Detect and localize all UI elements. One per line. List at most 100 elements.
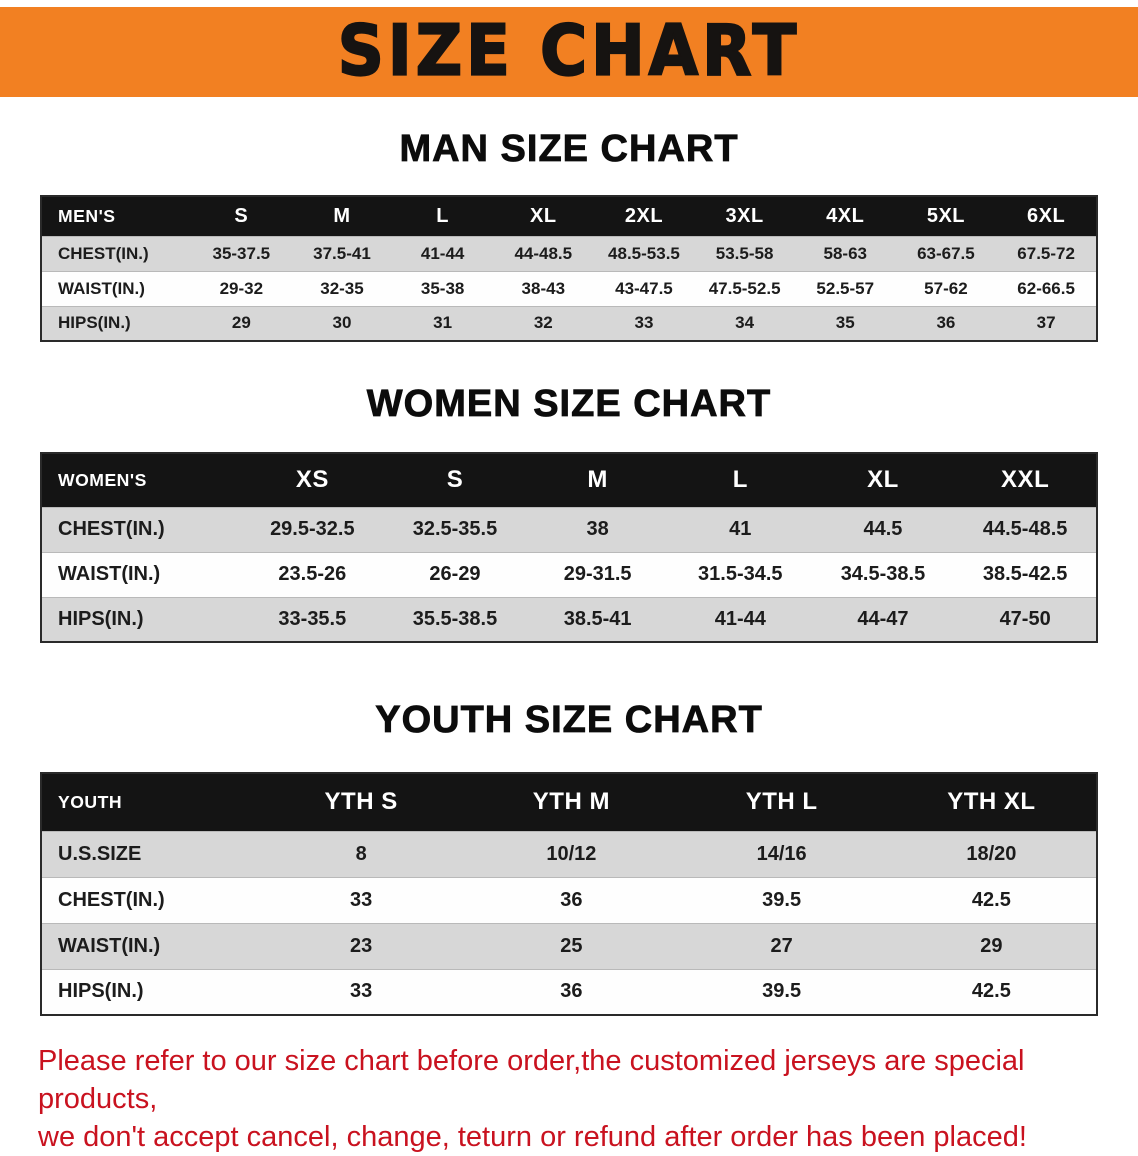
size-value-cell: 32.5-35.5: [383, 506, 527, 552]
size-value-cell: 35-38: [392, 270, 493, 306]
size-value-cell: 35: [794, 305, 896, 341]
youth-size-table: YOUTH YTH S YTH M YTH L YTH XL U.S.SIZE 8 10/12…: [40, 772, 1098, 1016]
size-column-header: XS: [241, 453, 384, 507]
size-column-header: S: [191, 196, 292, 236]
row-label-cell: U.S.SIZE: [41, 830, 256, 877]
size-column-header: M: [291, 196, 393, 236]
size-value-cell: 44.5: [811, 506, 955, 552]
table-row: WAIST(IN.) 29-32 32-35 35-38 38-43 43-47.5 47.…: [41, 270, 1097, 306]
table-row: HIPS(IN.) 29 30 31 32 33 34 35 36 37: [41, 305, 1097, 341]
size-value-cell: 44-48.5: [492, 235, 594, 271]
size-value-cell: 29-32: [191, 270, 292, 306]
size-column-header: XL: [811, 453, 955, 507]
row-label-cell: WAIST(IN.): [41, 270, 191, 306]
size-value-cell: 36: [466, 968, 677, 1015]
size-value-cell: 38-43: [492, 270, 594, 306]
size-column-header: XL: [492, 196, 594, 236]
row-label-cell: CHEST(IN.): [41, 235, 191, 271]
size-value-cell: 44-47: [811, 596, 955, 642]
table-header-row: YOUTH YTH S YTH M YTH L YTH XL: [41, 773, 1097, 831]
size-value-cell: 57-62: [895, 270, 997, 306]
size-column-header: 6XL: [996, 196, 1097, 236]
table-row: CHEST(IN.) 35-37.5 37.5-41 41-44 44-48.5 48.5…: [41, 235, 1097, 271]
size-value-cell: 33: [593, 305, 695, 341]
size-value-cell: 37.5-41: [291, 235, 393, 271]
size-column-header: 5XL: [895, 196, 997, 236]
mens-size-table: MEN'S S M L XL 2XL 3XL 4XL 5XL 6XL CHEST(IN.) 35-37…: [40, 195, 1098, 342]
size-value-cell: 33-35.5: [241, 596, 384, 642]
size-column-header: 2XL: [593, 196, 695, 236]
size-value-cell: 31.5-34.5: [668, 551, 812, 597]
size-value-cell: 30: [291, 305, 393, 341]
row-label-cell: CHEST(IN.): [41, 876, 256, 923]
size-value-cell: 63-67.5: [895, 235, 997, 271]
size-column-header: YTH M: [466, 773, 677, 831]
size-value-cell: 18/20: [886, 830, 1097, 877]
size-value-cell: 41: [668, 506, 812, 552]
size-value-cell: 37: [996, 305, 1097, 341]
size-value-cell: 14/16: [676, 830, 887, 877]
size-value-cell: 42.5: [886, 876, 1097, 923]
size-value-cell: 23.5-26: [241, 551, 384, 597]
row-label-cell: HIPS(IN.): [41, 596, 241, 642]
size-chart-title: SIZE CHART: [337, 11, 801, 93]
size-column-header: YTH L: [676, 773, 887, 831]
size-value-cell: 29-31.5: [526, 551, 669, 597]
size-value-cell: 39.5: [676, 968, 887, 1015]
size-value-cell: 38.5-42.5: [954, 551, 1097, 597]
size-value-cell: 32: [492, 305, 594, 341]
size-value-cell: 33: [256, 968, 467, 1015]
size-value-cell: 47.5-52.5: [694, 270, 795, 306]
size-value-cell: 53.5-58: [694, 235, 795, 271]
size-value-cell: 25: [466, 922, 677, 969]
size-value-cell: 38.5-41: [526, 596, 669, 642]
man-size-chart-heading: MAN SIZE CHART: [399, 128, 739, 171]
size-value-cell: 38: [526, 506, 669, 552]
size-column-header: S: [383, 453, 527, 507]
size-column-header: 3XL: [694, 196, 795, 236]
size-column-header: L: [668, 453, 812, 507]
table-row: CHEST(IN.) 33 36 39.5 42.5: [41, 876, 1097, 923]
size-column-header: YTH S: [256, 773, 467, 831]
size-value-cell: 29: [191, 305, 292, 341]
size-value-cell: 33: [256, 876, 467, 923]
size-value-cell: 31: [392, 305, 493, 341]
size-value-cell: 36: [466, 876, 677, 923]
size-value-cell: 8: [256, 830, 467, 877]
size-value-cell: 29.5-32.5: [241, 506, 384, 552]
size-column-header: 4XL: [794, 196, 896, 236]
size-value-cell: 48.5-53.5: [593, 235, 695, 271]
size-column-header: YTH XL: [886, 773, 1097, 831]
size-value-cell: 67.5-72: [996, 235, 1097, 271]
size-value-cell: 47-50: [954, 596, 1097, 642]
table-row: WAIST(IN.) 23.5-26 26-29 29-31.5 31.5-34.5 34…: [41, 551, 1097, 597]
size-value-cell: 23: [256, 922, 467, 969]
size-value-cell: 44.5-48.5: [954, 506, 1097, 552]
size-value-cell: 58-63: [794, 235, 896, 271]
size-value-cell: 29: [886, 922, 1097, 969]
size-value-cell: 32-35: [291, 270, 393, 306]
size-value-cell: 27: [676, 922, 887, 969]
youth-size-chart-heading: YOUTH SIZE CHART: [375, 699, 763, 742]
table-title-cell: MEN'S: [41, 196, 191, 236]
womens-size-table: WOMEN'S XS S M L XL XXL CHEST(IN.) 29.5-32.5 32.5…: [40, 452, 1098, 643]
row-label-cell: WAIST(IN.): [41, 551, 241, 597]
row-label-cell: WAIST(IN.): [41, 922, 256, 969]
size-value-cell: 41-44: [668, 596, 812, 642]
size-value-cell: 42.5: [886, 968, 1097, 1015]
size-value-cell: 52.5-57: [794, 270, 896, 306]
size-value-cell: 39.5: [676, 876, 887, 923]
row-label-cell: HIPS(IN.): [41, 968, 256, 1015]
table-title-cell: WOMEN'S: [41, 453, 241, 507]
disclaimer-line-1: Please refer to our size chart before or…: [38, 1045, 1025, 1115]
size-value-cell: 34: [694, 305, 795, 341]
table-row: U.S.SIZE 8 10/12 14/16 18/20: [41, 830, 1097, 877]
size-column-header: L: [392, 196, 493, 236]
size-column-header: M: [526, 453, 669, 507]
size-value-cell: 34.5-38.5: [811, 551, 955, 597]
size-value-cell: 35-37.5: [191, 235, 292, 271]
table-row: HIPS(IN.) 33-35.5 35.5-38.5 38.5-41 41-44 44-…: [41, 596, 1097, 642]
size-value-cell: 10/12: [466, 830, 677, 877]
row-label-cell: CHEST(IN.): [41, 506, 241, 552]
size-value-cell: 41-44: [392, 235, 493, 271]
